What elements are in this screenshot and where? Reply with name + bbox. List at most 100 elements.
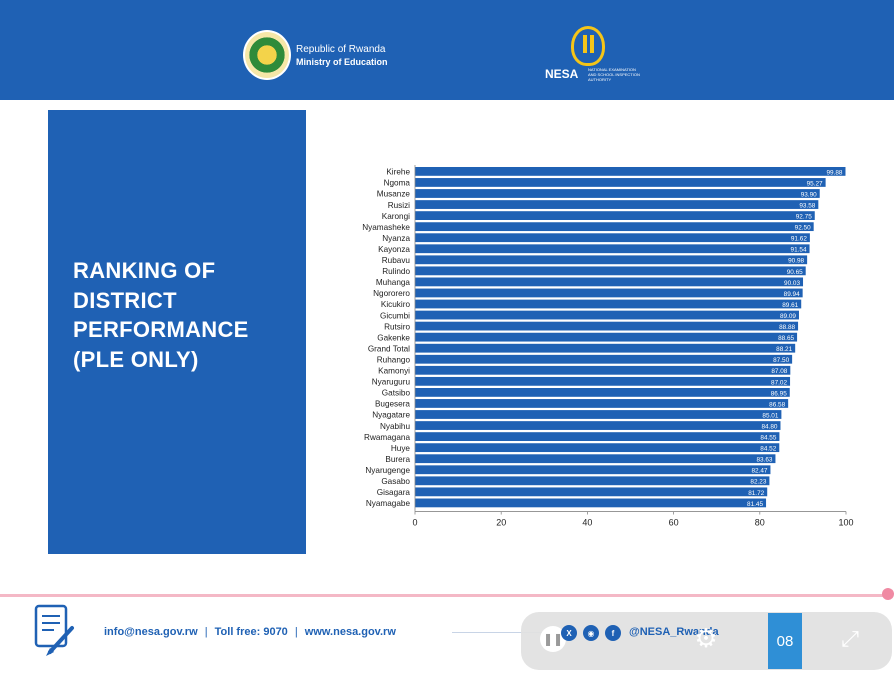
category-label: Kayonza bbox=[378, 245, 410, 254]
ministry-label: Republic of Rwanda Ministry of Education bbox=[296, 43, 388, 69]
twitter-icon[interactable]: X bbox=[561, 625, 577, 641]
data-label: 92.50 bbox=[795, 225, 811, 232]
bar-rubavu bbox=[415, 255, 808, 265]
bar-rwamagana bbox=[415, 432, 780, 441]
data-label: 87.02 bbox=[771, 379, 787, 386]
footer-divider bbox=[0, 594, 888, 597]
gear-icon[interactable]: ⚙ bbox=[694, 622, 718, 653]
data-label: 99.88 bbox=[826, 169, 842, 176]
category-label: Ngoma bbox=[384, 179, 411, 188]
bar-rusizi bbox=[415, 200, 819, 209]
bar-bugesera bbox=[415, 399, 789, 408]
bar-gisagara bbox=[415, 487, 768, 497]
bar-karongi bbox=[415, 211, 815, 220]
bar-kirehe bbox=[415, 167, 846, 176]
category-label: Ruhango bbox=[377, 355, 411, 364]
bar-nyagatare bbox=[415, 410, 782, 419]
category-label: Rusizi bbox=[388, 201, 410, 210]
toll-free-text: Toll free: 9070 bbox=[214, 626, 288, 638]
category-label: Kirehe bbox=[386, 168, 410, 177]
bar-nyanza bbox=[415, 233, 810, 243]
bar-rutsiro bbox=[415, 321, 799, 331]
bar-ngororero bbox=[415, 288, 803, 298]
category-label: Ngororero bbox=[373, 289, 410, 298]
category-label: Nyamasheke bbox=[362, 223, 410, 232]
x-tick-label: 0 bbox=[412, 518, 417, 528]
category-label: Rwamagana bbox=[364, 433, 410, 442]
bar-gasabo bbox=[415, 476, 770, 486]
category-label: Gakenke bbox=[377, 333, 410, 342]
expand-icon[interactable]: ⤢ bbox=[841, 626, 859, 651]
data-label: 84.55 bbox=[760, 435, 776, 442]
nesa-full-name: NATIONAL EXAMINATION AND SCHOOL INSPECTI… bbox=[588, 67, 640, 82]
title-line: PERFORMANCE bbox=[73, 317, 249, 342]
bar-ruhango bbox=[415, 354, 793, 364]
instagram-icon[interactable]: ◉ bbox=[583, 625, 599, 641]
category-label: Nyaruguru bbox=[372, 378, 411, 387]
category-label: Burera bbox=[385, 455, 410, 464]
email-link[interactable]: info@nesa.gov.rw bbox=[104, 626, 198, 638]
bar-nyaruguru bbox=[415, 376, 791, 386]
category-label: Rutsiro bbox=[384, 322, 410, 331]
bar-nyabihu bbox=[415, 421, 781, 430]
data-label: 86.58 bbox=[769, 401, 785, 408]
header-banner: Republic of Rwanda Ministry of Education… bbox=[0, 0, 894, 100]
bar-nyamagabe bbox=[415, 498, 767, 508]
contact-info: info@nesa.gov.rw | Toll free: 9070 | www… bbox=[104, 626, 396, 638]
category-label: Nyabihu bbox=[380, 422, 410, 431]
website-link[interactable]: www.nesa.gov.rw bbox=[304, 626, 396, 638]
data-label: 88.65 bbox=[778, 335, 794, 342]
bar-kayonza bbox=[415, 244, 810, 254]
data-label: 89.61 bbox=[782, 302, 798, 309]
separator: | bbox=[294, 626, 298, 638]
category-label: Rubavu bbox=[382, 256, 411, 265]
data-label: 95.27 bbox=[807, 180, 823, 187]
district-ranking-chart: Kirehe 99.88 Ngoma 95.27 Musanze 93.90 Rusizi 9… bbox=[362, 165, 854, 528]
data-label: 85.01 bbox=[762, 412, 778, 419]
bar-huye bbox=[415, 443, 780, 453]
data-label: 90.65 bbox=[787, 269, 803, 276]
category-label: Grand Total bbox=[368, 344, 410, 353]
player-controls-bar bbox=[521, 612, 892, 670]
page-number-button[interactable]: 08 bbox=[768, 613, 802, 669]
x-tick-label: 40 bbox=[582, 518, 592, 528]
data-label: 82.47 bbox=[751, 468, 767, 475]
data-label: 90.03 bbox=[784, 280, 800, 287]
category-label: Huye bbox=[391, 444, 411, 453]
category-label: Gisagara bbox=[377, 488, 411, 497]
category-label: Kamonyi bbox=[378, 367, 410, 376]
data-label: 82.23 bbox=[750, 479, 766, 486]
bar-gakenke bbox=[415, 332, 798, 342]
title-line: (PLE ONLY) bbox=[73, 346, 199, 372]
category-label: Nyarugenge bbox=[365, 466, 410, 475]
bar-nyamasheke bbox=[415, 222, 814, 232]
bar-rulindo bbox=[415, 266, 806, 276]
category-label: Rulindo bbox=[382, 267, 410, 276]
bar-grand-total bbox=[415, 343, 796, 353]
facebook-icon[interactable]: f bbox=[605, 625, 621, 641]
data-label: 83.63 bbox=[756, 457, 772, 464]
title-line: RANKING OF bbox=[73, 258, 216, 283]
title-panel: RANKING OF DISTRICT PERFORMANCE (PLE ONL… bbox=[48, 110, 306, 554]
title-line: DISTRICT bbox=[73, 287, 177, 313]
category-label: Gicumbi bbox=[380, 311, 410, 320]
bar-kicukiro bbox=[415, 299, 802, 309]
slide-title: RANKING OF DISTRICT PERFORMANCE (PLE ONL… bbox=[73, 256, 249, 374]
document-pen-icon bbox=[34, 604, 74, 656]
data-label: 88.21 bbox=[776, 346, 792, 353]
category-label: Nyamagabe bbox=[366, 499, 411, 508]
x-tick-label: 60 bbox=[669, 518, 679, 528]
data-label: 87.50 bbox=[773, 357, 789, 364]
category-label: Nyanza bbox=[382, 234, 410, 243]
rwanda-seal-icon bbox=[243, 30, 291, 80]
bar-gatsibo bbox=[415, 388, 790, 397]
data-label: 93.58 bbox=[799, 202, 815, 209]
contact-underline bbox=[452, 632, 542, 633]
bar-ngoma bbox=[415, 178, 826, 187]
bar-muhanga bbox=[415, 277, 804, 287]
data-label: 89.09 bbox=[780, 313, 796, 320]
data-label: 93.90 bbox=[801, 191, 817, 198]
social-handle[interactable]: @NESA_Rwanda bbox=[629, 626, 719, 638]
category-label: Bugesera bbox=[375, 400, 410, 409]
data-label: 90.98 bbox=[788, 258, 804, 265]
